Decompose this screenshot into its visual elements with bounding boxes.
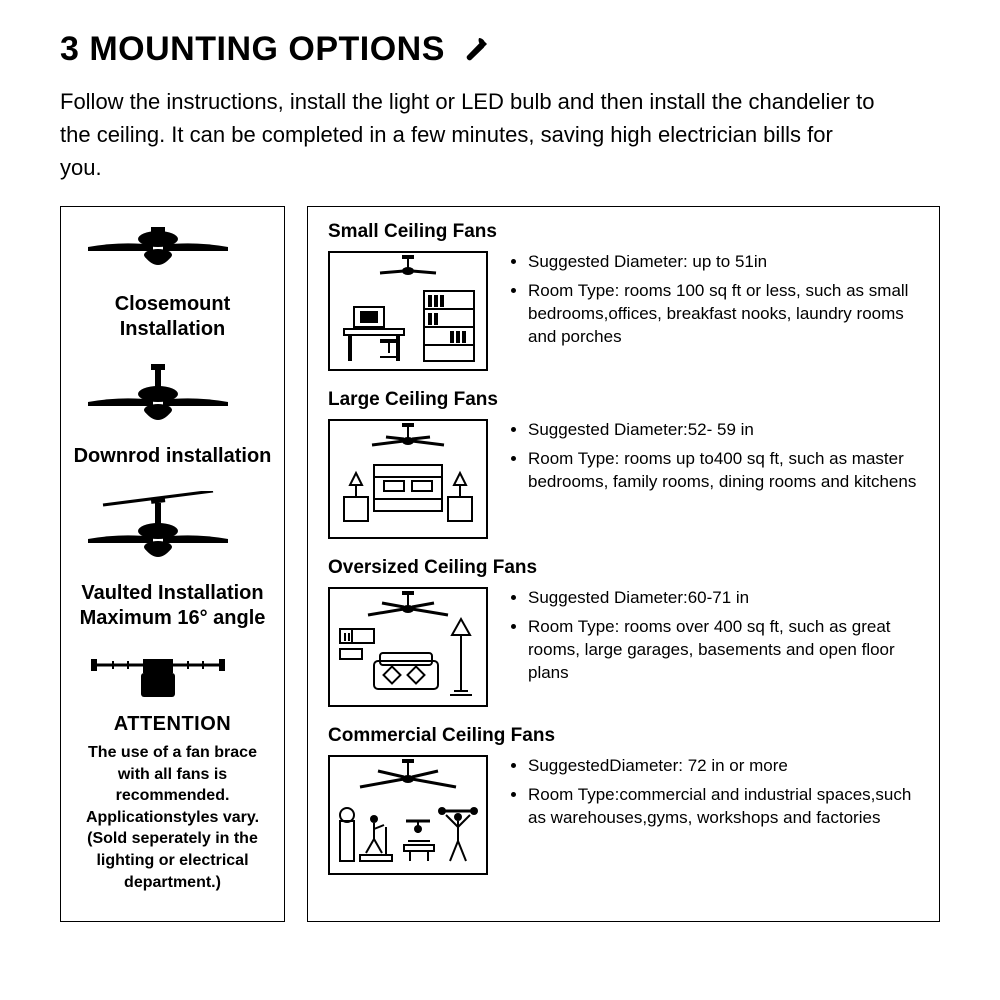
oversized-fan-section: Oversized Ceiling Fans: [328, 557, 919, 707]
downrod-label: Downrod installation: [73, 444, 272, 469]
wrench-icon: [459, 34, 491, 66]
closemount-fan-icon: [73, 227, 272, 282]
commercial-fan-roomtype: Room Type:commercial and industrial spac…: [528, 784, 919, 830]
large-fan-heading: Large Ceiling Fans: [328, 389, 919, 411]
small-fan-bullets: Suggested Diameter: up to 51in Room Type…: [508, 251, 919, 355]
attention-text: The use of a fan brace with all fans is …: [73, 742, 272, 893]
closemount-label: Closemount Installation: [73, 292, 272, 342]
small-fan-roomtype: Room Type: rooms 100 sq ft or less, such…: [528, 280, 919, 349]
commercial-fan-diameter: SuggestedDiameter: 72 in or more: [528, 755, 919, 778]
small-fan-diameter: Suggested Diameter: up to 51in: [528, 251, 919, 274]
small-fan-section: Small Ceiling Fans: [328, 221, 919, 371]
large-fan-diameter: Suggested Diameter:52- 59 in: [528, 419, 919, 442]
oversized-fan-roomtype: Room Type: rooms over 400 sq ft, such as…: [528, 616, 919, 685]
fan-sizes-panel: Small Ceiling Fans: [307, 206, 940, 922]
vaulted-label: Vaulted Installation Maximum 16° angle: [73, 581, 272, 631]
oversized-fan-heading: Oversized Ceiling Fans: [328, 557, 919, 579]
large-fan-bullets: Suggested Diameter:52- 59 in Room Type: …: [508, 419, 919, 500]
vaulted-item: Vaulted Installation Maximum 16° angle: [73, 491, 272, 631]
small-fan-room-icon: [328, 251, 488, 371]
large-fan-room-icon: [328, 419, 488, 539]
commercial-fan-room-icon: [328, 755, 488, 875]
commercial-fan-bullets: SuggestedDiameter: 72 in or more Room Ty…: [508, 755, 919, 836]
commercial-fan-section: Commercial Ceiling Fans: [328, 725, 919, 875]
closemount-item: Closemount Installation: [73, 227, 272, 342]
downrod-item: Downrod installation: [73, 364, 272, 469]
brace-item: ATTENTION The use of a fan brace with al…: [73, 653, 272, 893]
small-fan-heading: Small Ceiling Fans: [328, 221, 919, 243]
oversized-fan-diameter: Suggested Diameter:60-71 in: [528, 587, 919, 610]
large-fan-section: Large Ceiling Fans: [328, 389, 919, 539]
page-title: 3 MOUNTING OPTIONS: [60, 30, 445, 69]
attention-title: ATTENTION: [73, 713, 272, 736]
intro-text: Follow the instructions, install the lig…: [60, 85, 880, 184]
mounting-options-panel: Closemount Installation Downrod installa…: [60, 206, 285, 922]
fan-brace-icon: [73, 653, 272, 703]
oversized-fan-room-icon: [328, 587, 488, 707]
vaulted-fan-icon: [73, 491, 272, 571]
oversized-fan-bullets: Suggested Diameter:60-71 in Room Type: r…: [508, 587, 919, 691]
large-fan-roomtype: Room Type: rooms up to400 sq ft, such as…: [528, 448, 919, 494]
commercial-fan-heading: Commercial Ceiling Fans: [328, 725, 919, 747]
downrod-fan-icon: [73, 364, 272, 434]
